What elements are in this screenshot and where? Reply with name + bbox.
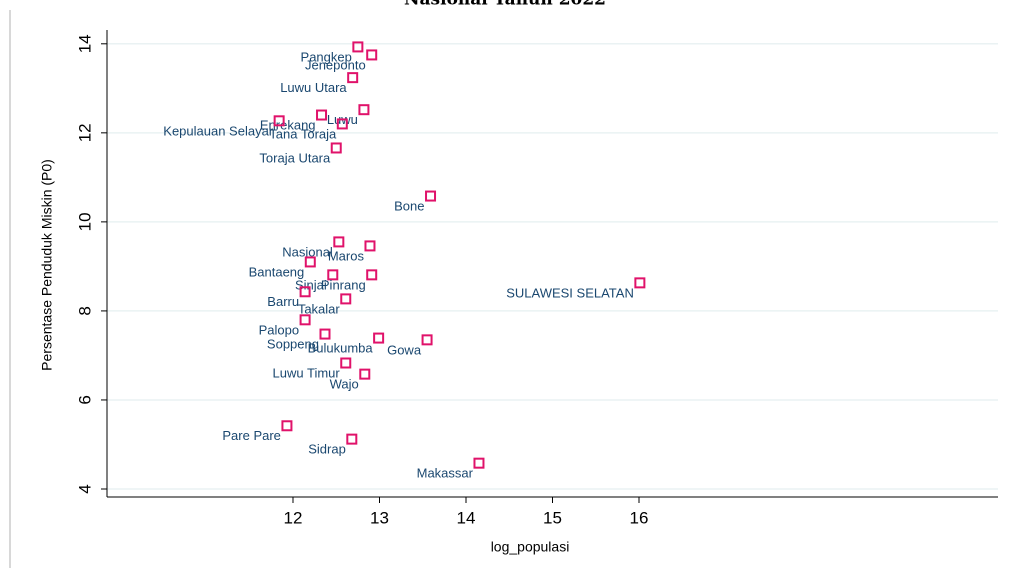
x-tick-label: 16	[630, 508, 649, 527]
y-axis-label: Persentase Penduduk Miskin (P0)	[39, 159, 55, 371]
point	[327, 269, 339, 281]
point-label: Maros	[328, 248, 365, 263]
point	[473, 457, 485, 469]
point	[366, 269, 378, 281]
point	[421, 334, 433, 346]
point	[319, 328, 331, 340]
point	[364, 240, 376, 252]
point-label: Pare Pare	[222, 428, 281, 443]
x-tick-label: 14	[457, 508, 476, 527]
point-label: Sidrap	[308, 442, 346, 457]
point-label: Toraja Utara	[259, 150, 331, 165]
y-tick-label: 12	[75, 123, 94, 142]
point	[425, 190, 437, 202]
point-label: Pinrang	[321, 277, 366, 292]
point	[336, 118, 348, 130]
point-label: Soppeng	[267, 336, 319, 351]
point	[358, 104, 370, 116]
point-label: Palopo	[259, 322, 299, 337]
chart-title: Nasional Tahun 2022	[404, 0, 606, 10]
point	[299, 286, 311, 298]
point	[346, 433, 358, 445]
point	[273, 115, 285, 127]
point-label: Luwu Utara	[280, 80, 347, 95]
point-label: Sinjai	[295, 277, 327, 292]
y-tick-label: 4	[75, 484, 94, 493]
point	[330, 142, 342, 154]
point	[634, 277, 646, 289]
point	[347, 72, 359, 84]
point-label: Kepulauan Selayar	[163, 123, 274, 138]
point	[333, 236, 345, 248]
point-label: Nasional	[282, 244, 333, 259]
point-label: SULAWESI SELATAN	[506, 285, 634, 300]
y-tick-label: 6	[75, 395, 94, 404]
x-tick-label: 13	[370, 508, 389, 527]
x-tick-label: 12	[284, 508, 303, 527]
point	[281, 420, 293, 432]
x-axis-label: log_populasi	[491, 539, 570, 555]
point-label: Bulukumba	[308, 341, 374, 356]
point-label: Pangkep	[301, 49, 352, 64]
y-tick-label: 10	[75, 212, 94, 231]
point	[299, 314, 311, 326]
point-label: Tana Toraja	[269, 126, 337, 141]
point-label: Makassar	[417, 466, 474, 481]
point-label: Jeneponto	[305, 57, 366, 72]
point-label: Gowa	[387, 342, 422, 357]
point	[352, 41, 364, 53]
point	[366, 49, 378, 61]
point-label: Luwu Timur	[273, 365, 341, 380]
y-tick-label: 14	[75, 34, 94, 53]
point	[340, 357, 352, 369]
point-label: Takalar	[298, 301, 341, 316]
point-label: Bone	[394, 198, 424, 213]
point-label: Bantaeng	[249, 264, 305, 279]
point	[304, 256, 316, 268]
point	[373, 332, 385, 344]
y-tick-label: 8	[75, 306, 94, 315]
point	[316, 109, 328, 121]
point	[340, 293, 352, 305]
point-label: Barru	[267, 294, 299, 309]
point-label: Wajo	[330, 377, 359, 392]
x-tick-label: 15	[543, 508, 562, 527]
point	[359, 368, 371, 380]
